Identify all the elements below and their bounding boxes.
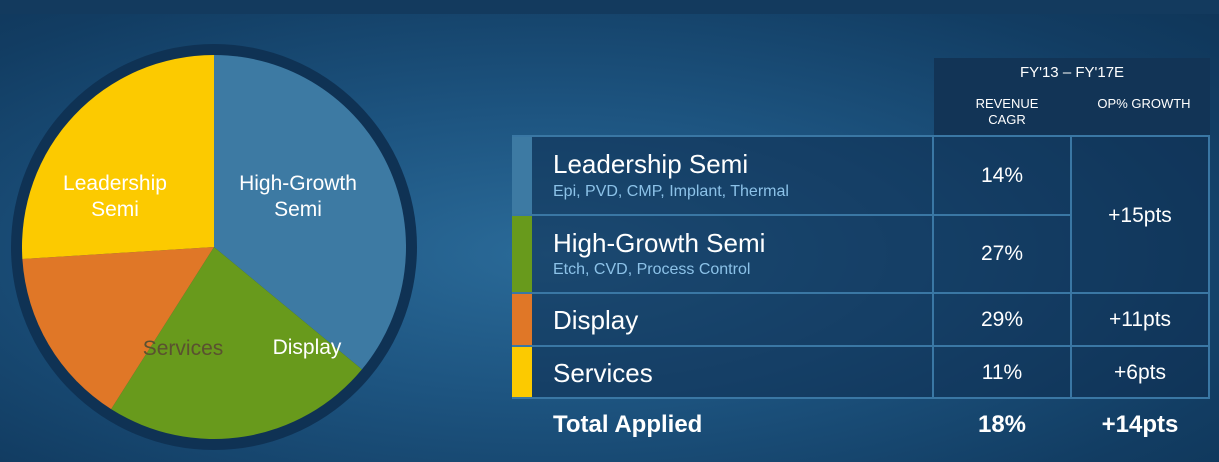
cell-revenue-services: 11% — [981, 361, 1023, 384]
pie-chart — [11, 44, 417, 450]
row-label-high-growth-semi: High-Growth Semi — [553, 228, 766, 258]
row-label-total: Total Applied — [553, 411, 703, 438]
row-label-services: Services — [553, 358, 653, 388]
cell-revenue-display: 29% — [980, 308, 1024, 331]
pie-label-display: Display — [272, 336, 342, 359]
row-divider — [512, 345, 1210, 347]
row-detail-high-growth-semi: Etch, CVD, Process Control — [553, 261, 751, 278]
header-period: FY'13 – FY'17E — [1019, 64, 1125, 81]
table-body — [512, 136, 1210, 398]
header-op-growth: OP% GROWTH — [1097, 96, 1191, 111]
row-divider — [512, 292, 1210, 294]
cell-revenue-high-growth-semi: 27% — [980, 242, 1024, 265]
row-label-leadership-semi: Leadership Semi — [553, 149, 749, 179]
pie-slice-display — [22, 247, 214, 410]
pie-label-high-growth-semi: High-Growth Semi — [239, 172, 357, 221]
cell-op-growth-services: +6pts — [1114, 361, 1166, 384]
top-bar — [0, 0, 1219, 14]
pie-label-leadership-semi: Leadership Semi — [63, 172, 167, 221]
cell-revenue-leadership-semi: 14% — [980, 164, 1024, 187]
row-label-display: Display — [553, 305, 639, 335]
col-divider — [1208, 136, 1210, 398]
row-detail-leadership-semi: Epi, PVD, CMP, Implant, Thermal — [553, 183, 789, 200]
cell-op-growth-semi: +15pts — [1108, 204, 1172, 227]
swatch-high-growth-semi — [512, 216, 532, 292]
row-divider — [512, 135, 1210, 137]
pie-label-services: Services — [142, 337, 224, 360]
swatch-leadership-semi — [512, 136, 532, 214]
cell-op-growth-display: +11pts — [1108, 308, 1172, 331]
swatch-display — [512, 294, 532, 345]
col-divider — [932, 136, 934, 398]
pie-slice-leadership-semi — [214, 55, 406, 370]
cell-op-growth-total: +14pts — [1101, 411, 1179, 438]
cell-revenue-total: 18% — [977, 411, 1027, 438]
header-revenue-cagr: REVENUE CAGR — [975, 96, 1039, 127]
row-divider — [512, 397, 1210, 399]
row-divider — [512, 214, 1072, 216]
pie-slice-services — [21, 55, 214, 260]
table-header-band — [934, 58, 1210, 136]
col-divider — [1070, 136, 1072, 398]
pie-slice-high-growth-semi — [111, 247, 362, 439]
swatch-services — [512, 347, 532, 398]
